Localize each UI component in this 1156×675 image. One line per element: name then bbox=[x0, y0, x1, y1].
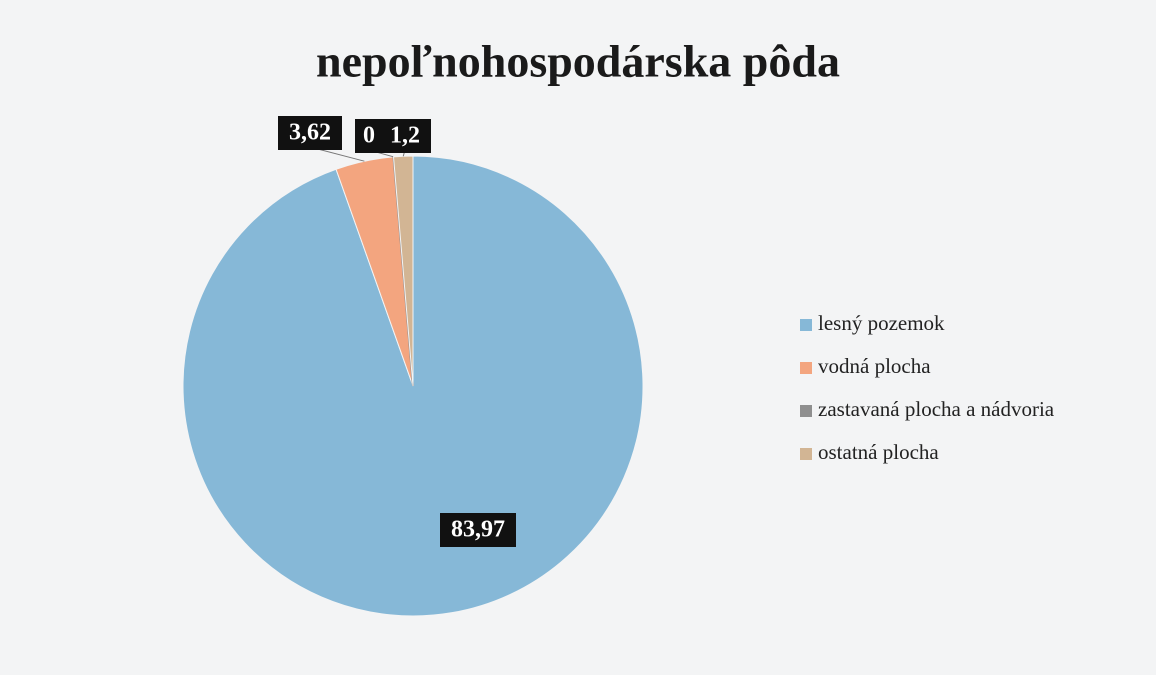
data-label: 83,97 bbox=[451, 517, 505, 543]
data-label: 1,2 bbox=[390, 123, 420, 149]
legend-label: zastavaná plocha a nádvoria bbox=[818, 397, 1055, 421]
legend-swatch bbox=[800, 362, 812, 374]
chart-title: nepoľnohospodárska pôda bbox=[316, 36, 840, 87]
data-label-box bbox=[355, 119, 383, 153]
pie-slice bbox=[392, 155, 414, 387]
legend-swatch bbox=[800, 405, 812, 417]
data-label-box bbox=[440, 513, 516, 547]
data-label-box bbox=[379, 119, 431, 153]
legend-swatch bbox=[800, 319, 812, 331]
data-label: 0 bbox=[363, 123, 375, 149]
legend-label: vodná plocha bbox=[818, 354, 931, 378]
data-label-box bbox=[278, 116, 342, 150]
legend-swatch bbox=[800, 448, 812, 460]
legend-label: ostatná plocha bbox=[818, 440, 939, 464]
data-label: 3,62 bbox=[289, 120, 331, 146]
legend-label: lesný pozemok bbox=[818, 311, 945, 335]
